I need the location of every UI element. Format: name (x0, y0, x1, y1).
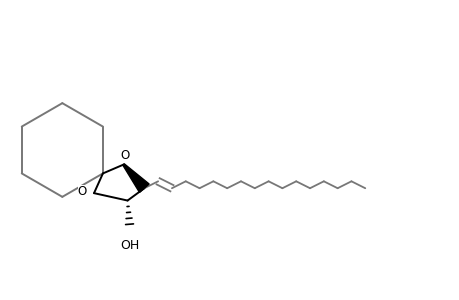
Text: OH: OH (120, 239, 140, 252)
Polygon shape (123, 164, 149, 192)
Text: O: O (120, 149, 129, 162)
Text: O: O (78, 185, 87, 198)
